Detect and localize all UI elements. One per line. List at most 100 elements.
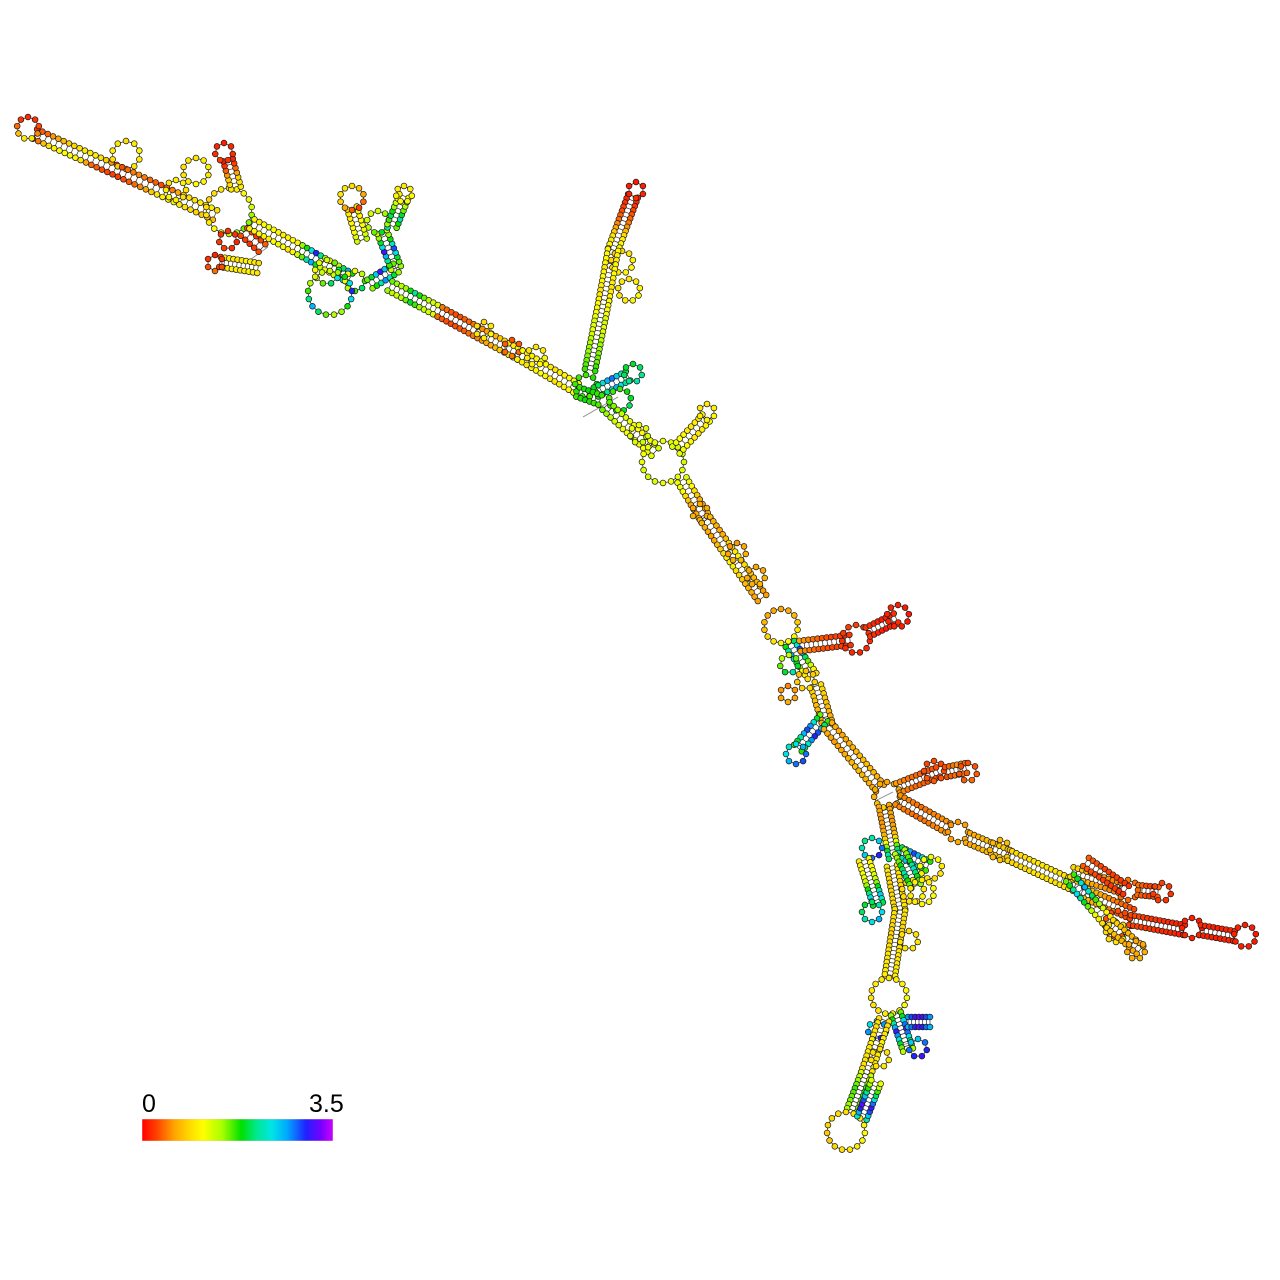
nucleotide-marker xyxy=(644,443,652,451)
nucleotide-marker xyxy=(905,898,913,905)
nucleotide-marker xyxy=(875,915,883,923)
nucleotide-marker xyxy=(713,522,720,529)
nucleotide-marker xyxy=(764,633,771,640)
nucleotide-marker xyxy=(191,196,199,204)
nucleotide-marker xyxy=(869,1049,877,1056)
nucleotide-marker xyxy=(961,821,969,829)
nucleotide-marker xyxy=(98,166,106,173)
nucleotide-marker xyxy=(890,623,898,630)
nucleotide-marker xyxy=(761,626,768,634)
nucleotide-marker xyxy=(334,269,342,276)
nucleotide-marker xyxy=(227,143,235,150)
nucleotide-marker xyxy=(864,1028,872,1036)
nucleotide-marker xyxy=(638,429,646,437)
nucleotide-marker xyxy=(76,145,83,152)
nucleotide-marker xyxy=(208,204,215,211)
nucleotide-marker xyxy=(633,377,641,385)
nucleotide-marker xyxy=(1085,888,1092,895)
nucleotide-marker xyxy=(341,204,349,211)
nucleotide-marker xyxy=(798,684,806,692)
nucleotide-marker xyxy=(689,512,697,520)
nucleotide-marker xyxy=(135,171,143,179)
nucleotide-marker xyxy=(360,191,367,198)
nucleotide-marker xyxy=(327,280,335,287)
nucleotide-marker xyxy=(200,178,207,185)
nucleotide-marker xyxy=(65,140,73,147)
nucleotide-marker xyxy=(651,439,659,446)
nucleotide-marker xyxy=(777,694,785,702)
nucleotide-marker xyxy=(865,779,873,787)
nucleotide-marker xyxy=(639,438,647,446)
nucleotide-marker xyxy=(683,442,691,449)
nucleotide-marker xyxy=(595,401,602,408)
nucleotide-marker xyxy=(627,394,635,402)
nucleotide-marker xyxy=(629,256,637,264)
nucleotide-marker xyxy=(370,229,378,236)
nucleotide-marker xyxy=(838,1146,846,1153)
nucleotide-marker xyxy=(182,186,190,194)
nucleotide-marker xyxy=(378,229,386,236)
nucleotide-marker xyxy=(964,759,972,767)
nucleotide-marker xyxy=(890,610,898,617)
nucleotide-marker xyxy=(629,360,637,368)
nucleotide-marker xyxy=(358,284,366,292)
nucleotide-marker xyxy=(1133,950,1140,958)
nucleotide-marker xyxy=(217,231,225,238)
nucleotide-marker xyxy=(187,206,194,213)
nucleotide-marker xyxy=(381,210,389,217)
nucleotide-marker xyxy=(839,731,846,739)
nucleotide-marker xyxy=(31,116,39,123)
nucleotide-marker xyxy=(655,444,662,452)
nucleotide-marker xyxy=(642,425,650,432)
nucleotide-marker xyxy=(648,452,655,460)
nucleotide-marker xyxy=(680,431,687,438)
nucleotide-marker xyxy=(691,434,698,441)
nucleotide-marker xyxy=(92,152,99,159)
nucleotide-marker xyxy=(61,149,68,157)
nucleotide-marker xyxy=(355,204,363,211)
nucleotide-marker xyxy=(905,927,913,935)
nucleotide-marker xyxy=(125,178,133,186)
nucleotide-marker xyxy=(114,173,122,180)
nucleotide-marker xyxy=(855,767,862,774)
nucleotide-marker xyxy=(34,137,42,145)
nucleotide-marker xyxy=(146,176,154,184)
nucleotide-marker xyxy=(926,1023,934,1031)
nucleotide-marker xyxy=(539,347,547,354)
nucleotide-marker xyxy=(618,278,626,285)
nucleotide-marker xyxy=(165,193,173,201)
nucleotide-marker xyxy=(473,322,481,330)
nucleotide-marker xyxy=(876,780,884,788)
nucleotide-marker xyxy=(748,580,756,588)
nucleotide-marker xyxy=(795,671,803,678)
nucleotide-marker xyxy=(610,402,617,410)
nucleotide-marker xyxy=(799,743,807,751)
nucleotide-marker xyxy=(856,649,864,656)
nucleotide-marker xyxy=(710,412,718,420)
nucleotide-marker xyxy=(159,193,166,201)
nucleotide-marker xyxy=(858,771,866,779)
nucleotide-marker xyxy=(631,438,639,446)
nucleotide-marker xyxy=(533,355,540,363)
nucleotide-marker xyxy=(919,893,926,900)
nucleotide-marker xyxy=(72,154,79,162)
nucleotide-marker xyxy=(1178,924,1186,932)
nucleotide-marker xyxy=(916,862,924,870)
nucleotide-marker xyxy=(777,639,785,647)
nucleotide-marker xyxy=(848,649,856,656)
nucleotide-marker xyxy=(556,369,564,376)
nucleotide-marker xyxy=(834,742,842,750)
nucleotide-marker xyxy=(989,853,997,861)
nucleotide-marker xyxy=(828,1115,836,1122)
nucleotide-marker xyxy=(162,186,170,194)
nucleotide-marker xyxy=(828,719,836,726)
nucleotide-marker xyxy=(334,274,341,282)
nucleotide-marker xyxy=(82,159,90,166)
nucleotide-marker xyxy=(50,145,58,152)
nucleotide-marker xyxy=(192,154,200,162)
nucleotide-marker xyxy=(205,219,213,226)
nucleotide-marker xyxy=(124,166,131,174)
nucleotide-marker xyxy=(114,140,122,147)
nucleotide-marker xyxy=(989,839,997,847)
nucleotide-marker xyxy=(599,406,606,414)
